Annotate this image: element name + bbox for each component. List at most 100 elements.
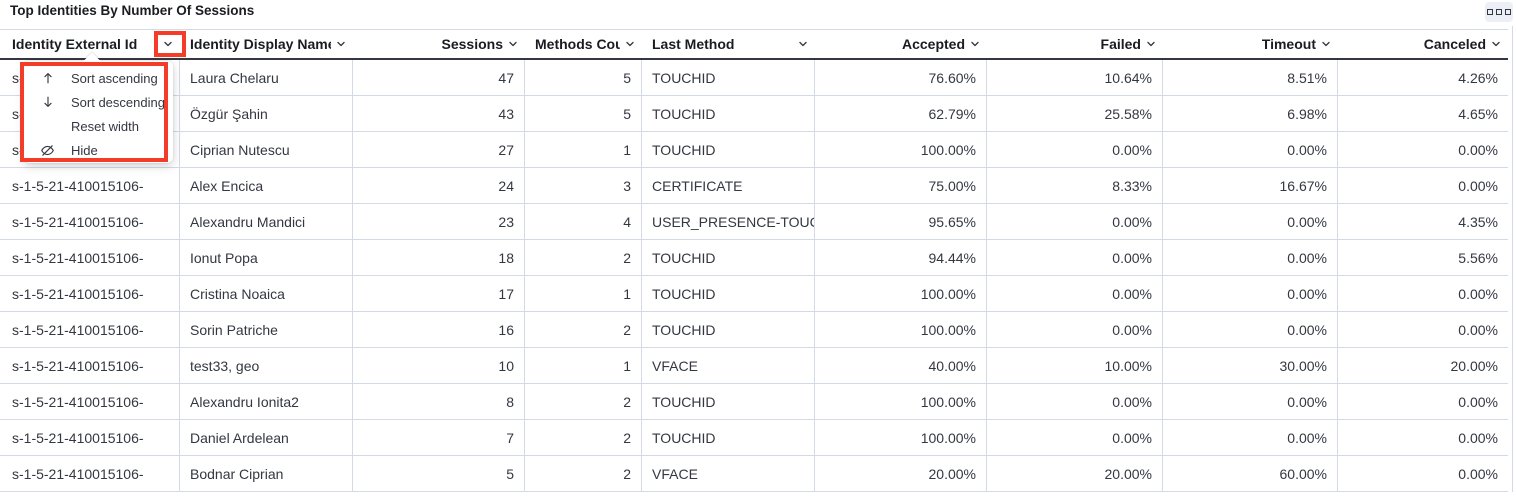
cell-external_id: s-1-5-21-410015106- (0, 384, 180, 419)
cell-display_name: Ciprian Nutescu (180, 132, 353, 167)
chevron-down-icon[interactable] (1490, 38, 1502, 50)
table-row: s-1-5-21-410015106- Bodnar Ciprian 5 2 VFACE… (0, 456, 1508, 492)
cell-methods_count: 2 (525, 420, 642, 455)
cell-accepted: 95.65% (815, 204, 987, 239)
cell-methods_count: 2 (525, 240, 642, 275)
cell-sessions: 23 (353, 204, 525, 239)
cell-failed: 20.00% (987, 456, 1163, 491)
cell-external_id: s-1-5-21-410015106- (0, 168, 180, 203)
cell-sessions: 5 (353, 456, 525, 491)
column-header-external_id[interactable]: Identity External Id (0, 30, 180, 58)
column-header-last_method[interactable]: Last Method (642, 30, 815, 58)
chevron-down-icon[interactable] (335, 38, 347, 50)
cell-display_name: Özgür Şahin (180, 96, 353, 131)
cell-external_id: s-1-5-21-410015106- (0, 240, 180, 275)
cell-timeout: 16.67% (1163, 168, 1338, 203)
cell-accepted: 100.00% (815, 132, 987, 167)
menu-item-sort-descending[interactable]: Sort descending (24, 90, 173, 114)
column-header-canceled[interactable]: Canceled (1338, 30, 1508, 58)
menu-item-sort-ascending[interactable]: Sort ascending (24, 66, 173, 90)
column-header-sessions[interactable]: Sessions (353, 30, 525, 58)
cell-accepted: 75.00% (815, 168, 987, 203)
cell-canceled: 20.00% (1450, 357, 1498, 374)
cell-external_id: s-1-5-21-410015106- (0, 204, 180, 239)
cell-sessions: 7 (353, 420, 525, 455)
cell-failed: 8.33% (987, 168, 1163, 203)
cell-last_method: TOUCHID (642, 420, 815, 455)
cell-last_method: VFACE (642, 348, 815, 383)
cell-sessions: 43 (353, 96, 525, 131)
cell-display_name: Bodnar Ciprian (180, 456, 353, 491)
cell-sessions: 10 (353, 348, 525, 383)
cell-accepted: 100.00% (815, 384, 987, 419)
cell-failed: 25.58% (987, 96, 1163, 131)
cell-display_name: Daniel Ardelean (180, 420, 353, 455)
table-row: s-1-5-21-410015106- Alexandru Mandici 23 4 U… (0, 204, 1508, 240)
cell-accepted: 100.00% (815, 420, 987, 455)
cell-methods_count: 5 (525, 96, 642, 131)
cell-sessions: 18 (353, 240, 525, 275)
column-header-timeout[interactable]: Timeout (1163, 30, 1338, 58)
cell-canceled: 4.65% (1458, 105, 1498, 122)
cell-sessions: 8 (353, 384, 525, 419)
table-row: s-1-5-21-410015106-Ciprian Nutescu271TOU… (0, 132, 1508, 168)
chevron-down-icon[interactable] (162, 38, 174, 50)
chevron-down-icon[interactable] (507, 38, 519, 50)
column-header-label: Failed (1100, 36, 1141, 52)
table-row: s-1-5-21-410015106- Alex Encica 24 3 CERTIFI… (0, 168, 1508, 204)
cell-methods_count: 1 (525, 276, 642, 311)
cell-failed: 0.00% (987, 204, 1163, 239)
cell-failed: 10.64% (987, 60, 1163, 95)
cell-last_method: CERTIFICATE (642, 168, 815, 203)
menu-item-reset-width[interactable]: Reset width (24, 114, 173, 138)
cell-canceled: 5.56% (1458, 249, 1498, 266)
cell-last_method: VFACE (642, 456, 815, 491)
cell-external_id: s-1-5-21-410015106- (0, 348, 180, 383)
column-header-display_name[interactable]: Identity Display Name (180, 30, 353, 58)
table-row: s-1-5-21-410015106- Cristina Noaica 17 1 TOU… (0, 276, 1508, 312)
cell-timeout: 0.00% (1163, 240, 1338, 275)
cell-display_name: test33, geo (180, 348, 353, 383)
cell-last_method: TOUCHID (642, 96, 815, 131)
cell-last_method: TOUCHID (642, 276, 815, 311)
boxes-horizontal-icon (1487, 9, 1493, 15)
column-header-label: Timeout (1261, 36, 1316, 52)
column-header-label: Identity Display Name (190, 36, 331, 52)
cell-canceled: 4.26% (1458, 69, 1498, 86)
column-header-label: Sessions (441, 36, 503, 52)
cell-display_name: Sorin Patriche (180, 312, 353, 347)
cell-display_name: Alexandru Ionita2 (180, 384, 353, 419)
cell-display_name: Laura Chelaru (180, 60, 353, 95)
cell-methods_count: 1 (525, 132, 642, 167)
column-header-failed[interactable]: Failed (987, 30, 1163, 58)
cell-canceled: 0.00% (1458, 285, 1498, 302)
cell-methods_count: 1 (525, 348, 642, 383)
chevron-down-icon[interactable] (969, 38, 981, 50)
cell-methods_count: 4 (525, 204, 642, 239)
table-row: s-1-5-21-410015106-Özgür Şahin435TOUCHID… (0, 96, 1508, 132)
chevron-down-icon[interactable] (624, 38, 636, 50)
cell-display_name: Alexandru Mandici (180, 204, 353, 239)
column-header-methods_count[interactable]: Methods Count (525, 30, 642, 58)
cell-sessions: 47 (353, 60, 525, 95)
cell-display_name: Ionut Popa (180, 240, 353, 275)
cell-display_name: Cristina Noaica (180, 276, 353, 311)
cell-last_method: TOUCHID (642, 384, 815, 419)
cell-external_id: s-1-5-21-410015106- (0, 420, 180, 455)
cell-last_method: TOUCHID (642, 240, 815, 275)
cell-sessions: 24 (353, 168, 525, 203)
cell-methods_count: 2 (525, 456, 642, 491)
cell-timeout: 60.00% (1163, 456, 1338, 491)
table-row: s-1-5-21-410015106- Ionut Popa 18 2 TOUCHID 9… (0, 240, 1508, 276)
menu-item-hide[interactable]: Hide (24, 138, 173, 162)
chevron-down-icon[interactable] (797, 38, 809, 50)
cell-sessions: 16 (353, 312, 525, 347)
table-row: s-1-5-21-410015106-Laura Chelaru475TOUCH… (0, 60, 1508, 96)
chevron-down-icon[interactable] (1320, 38, 1332, 50)
cell-timeout: 8.51% (1163, 60, 1338, 95)
column-header-accepted[interactable]: Accepted (815, 30, 987, 58)
panel-options-button[interactable] (1485, 2, 1513, 22)
chevron-down-icon[interactable] (1145, 38, 1157, 50)
cell-methods_count: 3 (525, 168, 642, 203)
cell-canceled: 0.00% (1458, 141, 1498, 158)
